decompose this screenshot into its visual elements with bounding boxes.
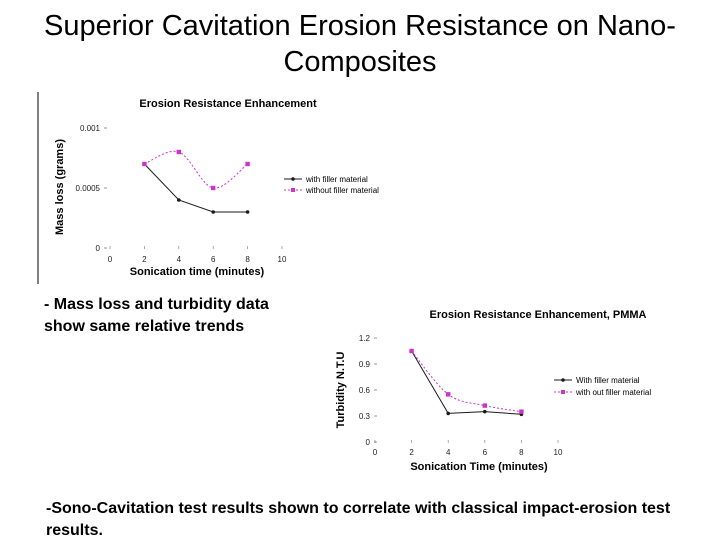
- x-tick-label: 2: [142, 255, 147, 264]
- y-tick-label: 0.0005: [76, 184, 101, 193]
- data-point-without-filler: [446, 392, 451, 397]
- data-point-with-filler: [245, 210, 250, 214]
- chart-title: Erosion Resistance Enhancement, PMMA: [430, 309, 647, 321]
- data-point-without-filler: [409, 348, 414, 354]
- x-tick-label: 0: [373, 448, 378, 457]
- x-tick-label: 10: [278, 255, 287, 264]
- legend-label-with-filler: With filler material: [576, 376, 640, 385]
- x-axis-label: Sonication time (minutes): [130, 266, 265, 278]
- series-line-without-filler: [411, 350, 522, 413]
- legend-label-without-filler: with out filler material: [575, 388, 651, 397]
- x-tick-label: 6: [483, 448, 488, 457]
- x-tick-label: 4: [446, 448, 451, 457]
- y-tick-label: 0.6: [359, 386, 371, 395]
- x-tick-label: 8: [245, 255, 250, 264]
- x-tick-label: 0: [108, 255, 113, 264]
- series-line-with-filler: [411, 350, 522, 415]
- y-axis-label: Turbidity N.T.U: [335, 352, 347, 429]
- x-tick-label: 10: [554, 448, 563, 457]
- y-tick-label: 1.2: [359, 334, 371, 343]
- y-axis-label: Mass loss (grams): [54, 139, 66, 235]
- x-tick-label: 6: [211, 255, 216, 264]
- legend-marker-with-filler: [561, 378, 565, 382]
- legend-label-without-filler: without filler material: [305, 186, 379, 195]
- data-point-with-filler: [483, 409, 487, 414]
- y-tick-label: 0.001: [80, 124, 101, 133]
- data-point-without-filler: [519, 409, 524, 414]
- y-tick-label: 0.3: [359, 412, 371, 421]
- x-tick-label: 8: [519, 448, 524, 457]
- legend-marker-without-filler: [291, 188, 295, 192]
- data-point-with-filler: [211, 210, 215, 214]
- y-tick-label: 0: [366, 438, 371, 447]
- legend-marker-without-filler: [561, 390, 565, 394]
- chart-title: Erosion Resistance Enhancement: [139, 98, 317, 110]
- mass-loss-chart: Erosion Resistance Enhancement Mass loss…: [37, 92, 379, 284]
- data-point-without-filler: [245, 161, 250, 167]
- data-point-without-filler: [211, 185, 216, 191]
- legend-marker-with-filler: [291, 177, 295, 181]
- data-point-without-filler: [482, 403, 487, 408]
- x-tick-label: 2: [409, 448, 414, 457]
- slide-title: Superior Cavitation Erosion Resistance o…: [44, 10, 676, 78]
- series-line-with-filler: [144, 163, 248, 213]
- legend-label-with-filler: with filler material: [305, 175, 368, 184]
- y-tick-label: 0: [96, 244, 101, 253]
- data-point-without-filler: [142, 161, 147, 167]
- turbidity-chart: Erosion Resistance Enhancement, PMMA Tur…: [335, 309, 651, 473]
- data-point-with-filler: [177, 198, 181, 202]
- x-tick-label: 4: [177, 255, 182, 264]
- bullet-text-correlation: -Sono-Cavitation test results shown to c…: [46, 500, 671, 539]
- data-point-without-filler: [176, 149, 181, 155]
- bullet-text-trends: - Mass loss and turbidity data show same…: [44, 296, 269, 335]
- y-tick-label: 0.9: [359, 360, 371, 369]
- series-line-without-filler: [144, 150, 248, 189]
- x-axis-label: Sonication Time (minutes): [410, 461, 548, 473]
- data-point-with-filler: [446, 411, 450, 416]
